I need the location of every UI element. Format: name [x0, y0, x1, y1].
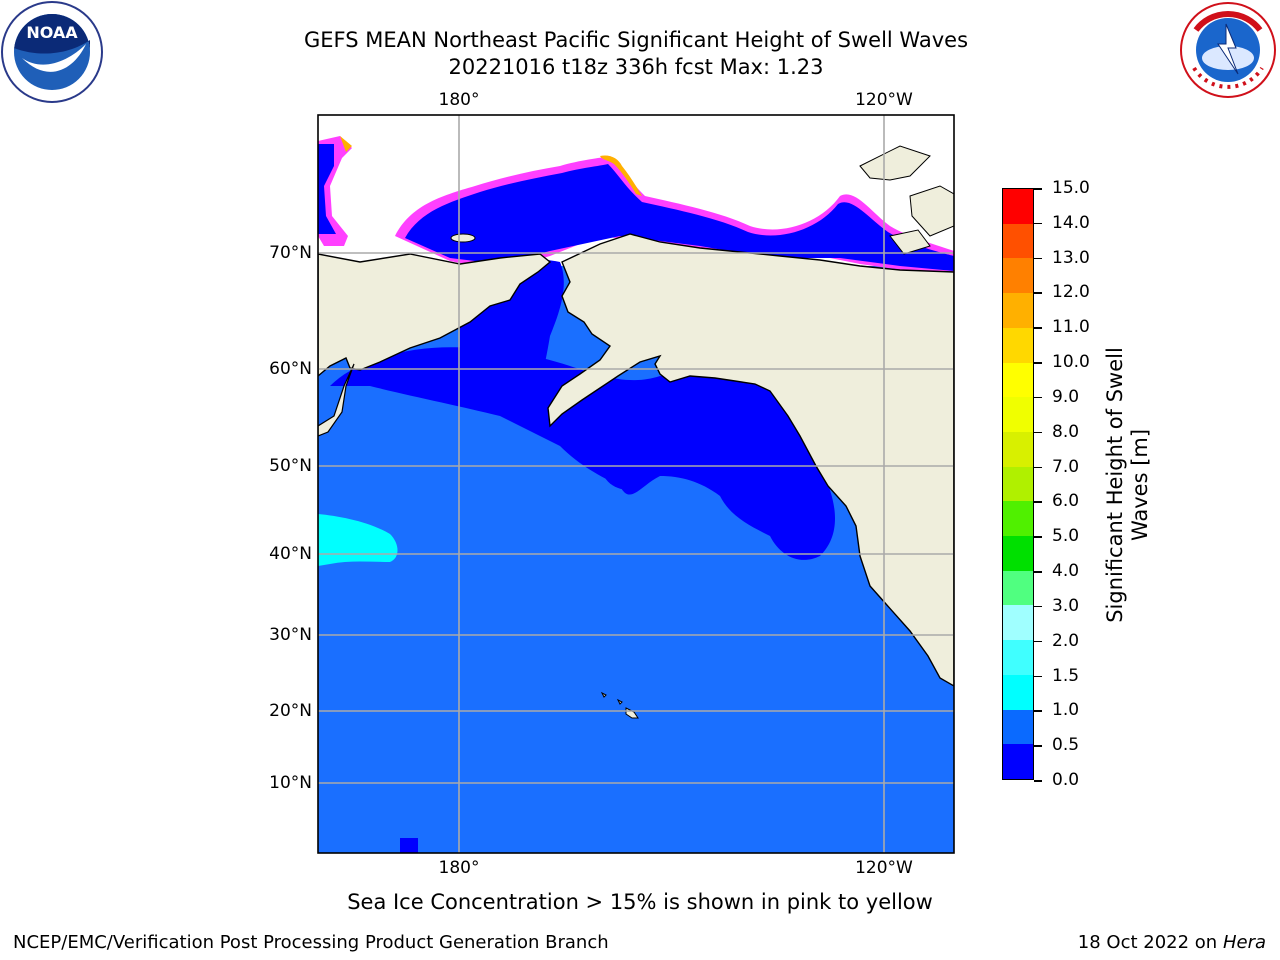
colorbar-tick-mark — [1034, 431, 1042, 434]
colorbar-tick-mark — [1034, 536, 1042, 538]
lon-tick-top-120w: 120°W — [855, 90, 913, 110]
colorbar-label-line2: Waves [m] — [1128, 428, 1152, 542]
colorbar-label-line1: Significant Height of Swell — [1103, 347, 1127, 623]
colorbar-tick-label: 0.5 — [1052, 735, 1080, 756]
colorbar-tick-label: 4.0 — [1052, 561, 1080, 582]
colorbar-tick-label: 12.0 — [1052, 282, 1090, 303]
colorbar-segment — [1003, 605, 1033, 641]
colorbar-segment — [1003, 189, 1033, 224]
colorbar-tick-label: 0.0 — [1052, 770, 1080, 790]
colorbar-tick-mark — [1034, 292, 1042, 294]
colorbar-tick-mark — [1034, 675, 1042, 678]
lat-tick-60n: 60°N — [269, 359, 312, 379]
footer-credit: NCEP/EMC/Verification Post Processing Pr… — [13, 932, 609, 953]
colorbar-tick-label: 9.0 — [1052, 386, 1080, 407]
colorbar-tick-mark — [1034, 362, 1042, 364]
colorbar-tick-mark — [1034, 501, 1042, 503]
footer-date: 18 Oct 2022 on Hera — [1078, 932, 1266, 953]
lat-tick-20n: 20°N — [269, 701, 312, 721]
colorbar-tick-mark — [1034, 571, 1042, 573]
colorbar-tick-mark — [1034, 780, 1042, 782]
map-title: GEFS MEAN Northeast Pacific Significant … — [303, 28, 969, 52]
colorbar-segment — [1003, 466, 1033, 502]
map-grid — [318, 115, 954, 853]
colorbar-tick-mark — [1034, 327, 1042, 329]
colorbar-tick-mark — [1034, 605, 1042, 608]
colorbar-ticks: 15.0 14.0 13.0 12.0 11.0 10.0 9.0 8.0 7.0 6.0 5.0 4… — [1034, 178, 1106, 790]
colorbar-tick-mark — [1034, 222, 1042, 225]
colorbar-tick-mark — [1034, 710, 1042, 712]
colorbar-tick-mark — [1034, 396, 1042, 399]
colorbar-segment — [1003, 397, 1033, 432]
colorbar-segment — [1003, 570, 1033, 606]
lat-tick-40n: 40°N — [269, 544, 312, 564]
lon-tick-bottom-180: 180° — [438, 858, 480, 878]
lat-tick-50n: 50°N — [269, 456, 312, 476]
map-subtitle: 20221016 t18z 336h fcst Max: 1.23 — [448, 55, 824, 79]
colorbar — [1002, 188, 1034, 780]
colorbar-segment — [1003, 674, 1033, 710]
colorbar-tick-mark — [1034, 257, 1042, 260]
colorbar-segment — [1003, 223, 1033, 259]
colorbar-segment — [1003, 258, 1033, 294]
colorbar-segment — [1003, 536, 1033, 571]
colorbar-tick-label: 13.0 — [1052, 247, 1090, 268]
colorbar-tick-mark — [1034, 745, 1042, 747]
colorbar-tick-label: 7.0 — [1052, 456, 1080, 477]
colorbar-tick-label: 14.0 — [1052, 212, 1090, 233]
colorbar-tick-label: 11.0 — [1052, 317, 1090, 338]
colorbar-tick-label: 1.5 — [1052, 665, 1080, 686]
colorbar-tick-mark — [1034, 640, 1042, 643]
noaa-logo: NOAA — [1, 1, 103, 103]
map-frame — [317, 114, 955, 854]
colorbar-segment — [1003, 327, 1033, 363]
colorbar-tick-label: 1.0 — [1052, 700, 1080, 721]
nws-logo — [1180, 2, 1276, 98]
lat-tick-70n: 70°N — [269, 243, 312, 263]
colorbar-tick-label: 5.0 — [1052, 526, 1080, 547]
land-north-america — [547, 233, 954, 687]
colorbar-segment — [1003, 709, 1033, 745]
colorbar-tick-label: 3.0 — [1052, 595, 1080, 616]
colorbar-tick-label: 6.0 — [1052, 491, 1080, 512]
colorbar-segment — [1003, 640, 1033, 675]
colorbar-segment — [1003, 431, 1033, 467]
lat-tick-30n: 30°N — [269, 625, 312, 645]
gulf-of-alaska-low — [330, 347, 835, 560]
lon-tick-top-180: 180° — [438, 90, 480, 110]
lon-tick-bottom-120w: 120°W — [855, 858, 913, 878]
colorbar-tick-label: 8.0 — [1052, 421, 1080, 442]
colorbar-tick-mark — [1034, 466, 1042, 469]
swell-patch-cyan — [318, 514, 398, 566]
footer-date-text: 18 Oct 2022 on — [1077, 932, 1223, 953]
colorbar-segment — [1003, 293, 1033, 328]
sea-ice-note: Sea Ice Concentration > 15% is shown in … — [347, 890, 933, 914]
colorbar-segment — [1003, 744, 1033, 779]
lat-tick-10n: 10°N — [269, 773, 312, 793]
map-panel — [317, 114, 955, 854]
colorbar-tick-label: 10.0 — [1052, 352, 1090, 373]
noaa-logo-text: NOAA — [26, 23, 78, 42]
colorbar-tick-label: 2.0 — [1052, 630, 1080, 651]
land-siberia — [318, 253, 552, 377]
colorbar-segment — [1003, 362, 1033, 398]
colorbar-tick-label: 15.0 — [1052, 178, 1090, 198]
colorbar-tick-mark — [1034, 188, 1042, 190]
colorbar-segment — [1003, 501, 1033, 537]
footer-host: Hera — [1222, 932, 1266, 953]
